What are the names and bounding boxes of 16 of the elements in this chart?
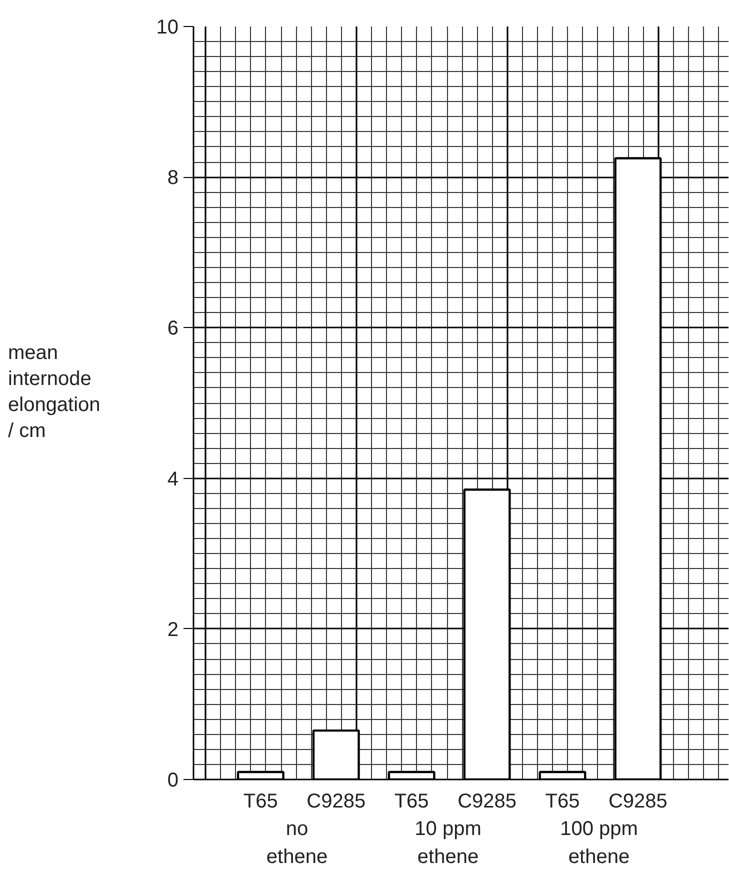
y-tick-label: 4 (167, 468, 178, 490)
x-tick-label: T65 (243, 790, 278, 812)
x-tick-label: C9285 (608, 790, 668, 812)
y-tick-label: 0 (167, 770, 178, 792)
x-tick-label: C9285 (306, 790, 366, 812)
y-tick-label: 8 (167, 167, 178, 190)
x-tick-label: T65 (394, 790, 429, 812)
text: 100 ppm ethene (559, 817, 639, 870)
y-tick-label: 6 (167, 318, 178, 340)
x-tick-label: C9285 (458, 790, 517, 812)
y-tick-label: 2 (167, 618, 178, 641)
x-tick-label: T65 (545, 790, 580, 812)
y-axis-title: mean internode elongation / cm (8, 341, 100, 444)
y-tick-label: 10 (156, 16, 179, 38)
text: no ethene (265, 817, 329, 870)
text: 10 ppm ethene (414, 817, 482, 870)
